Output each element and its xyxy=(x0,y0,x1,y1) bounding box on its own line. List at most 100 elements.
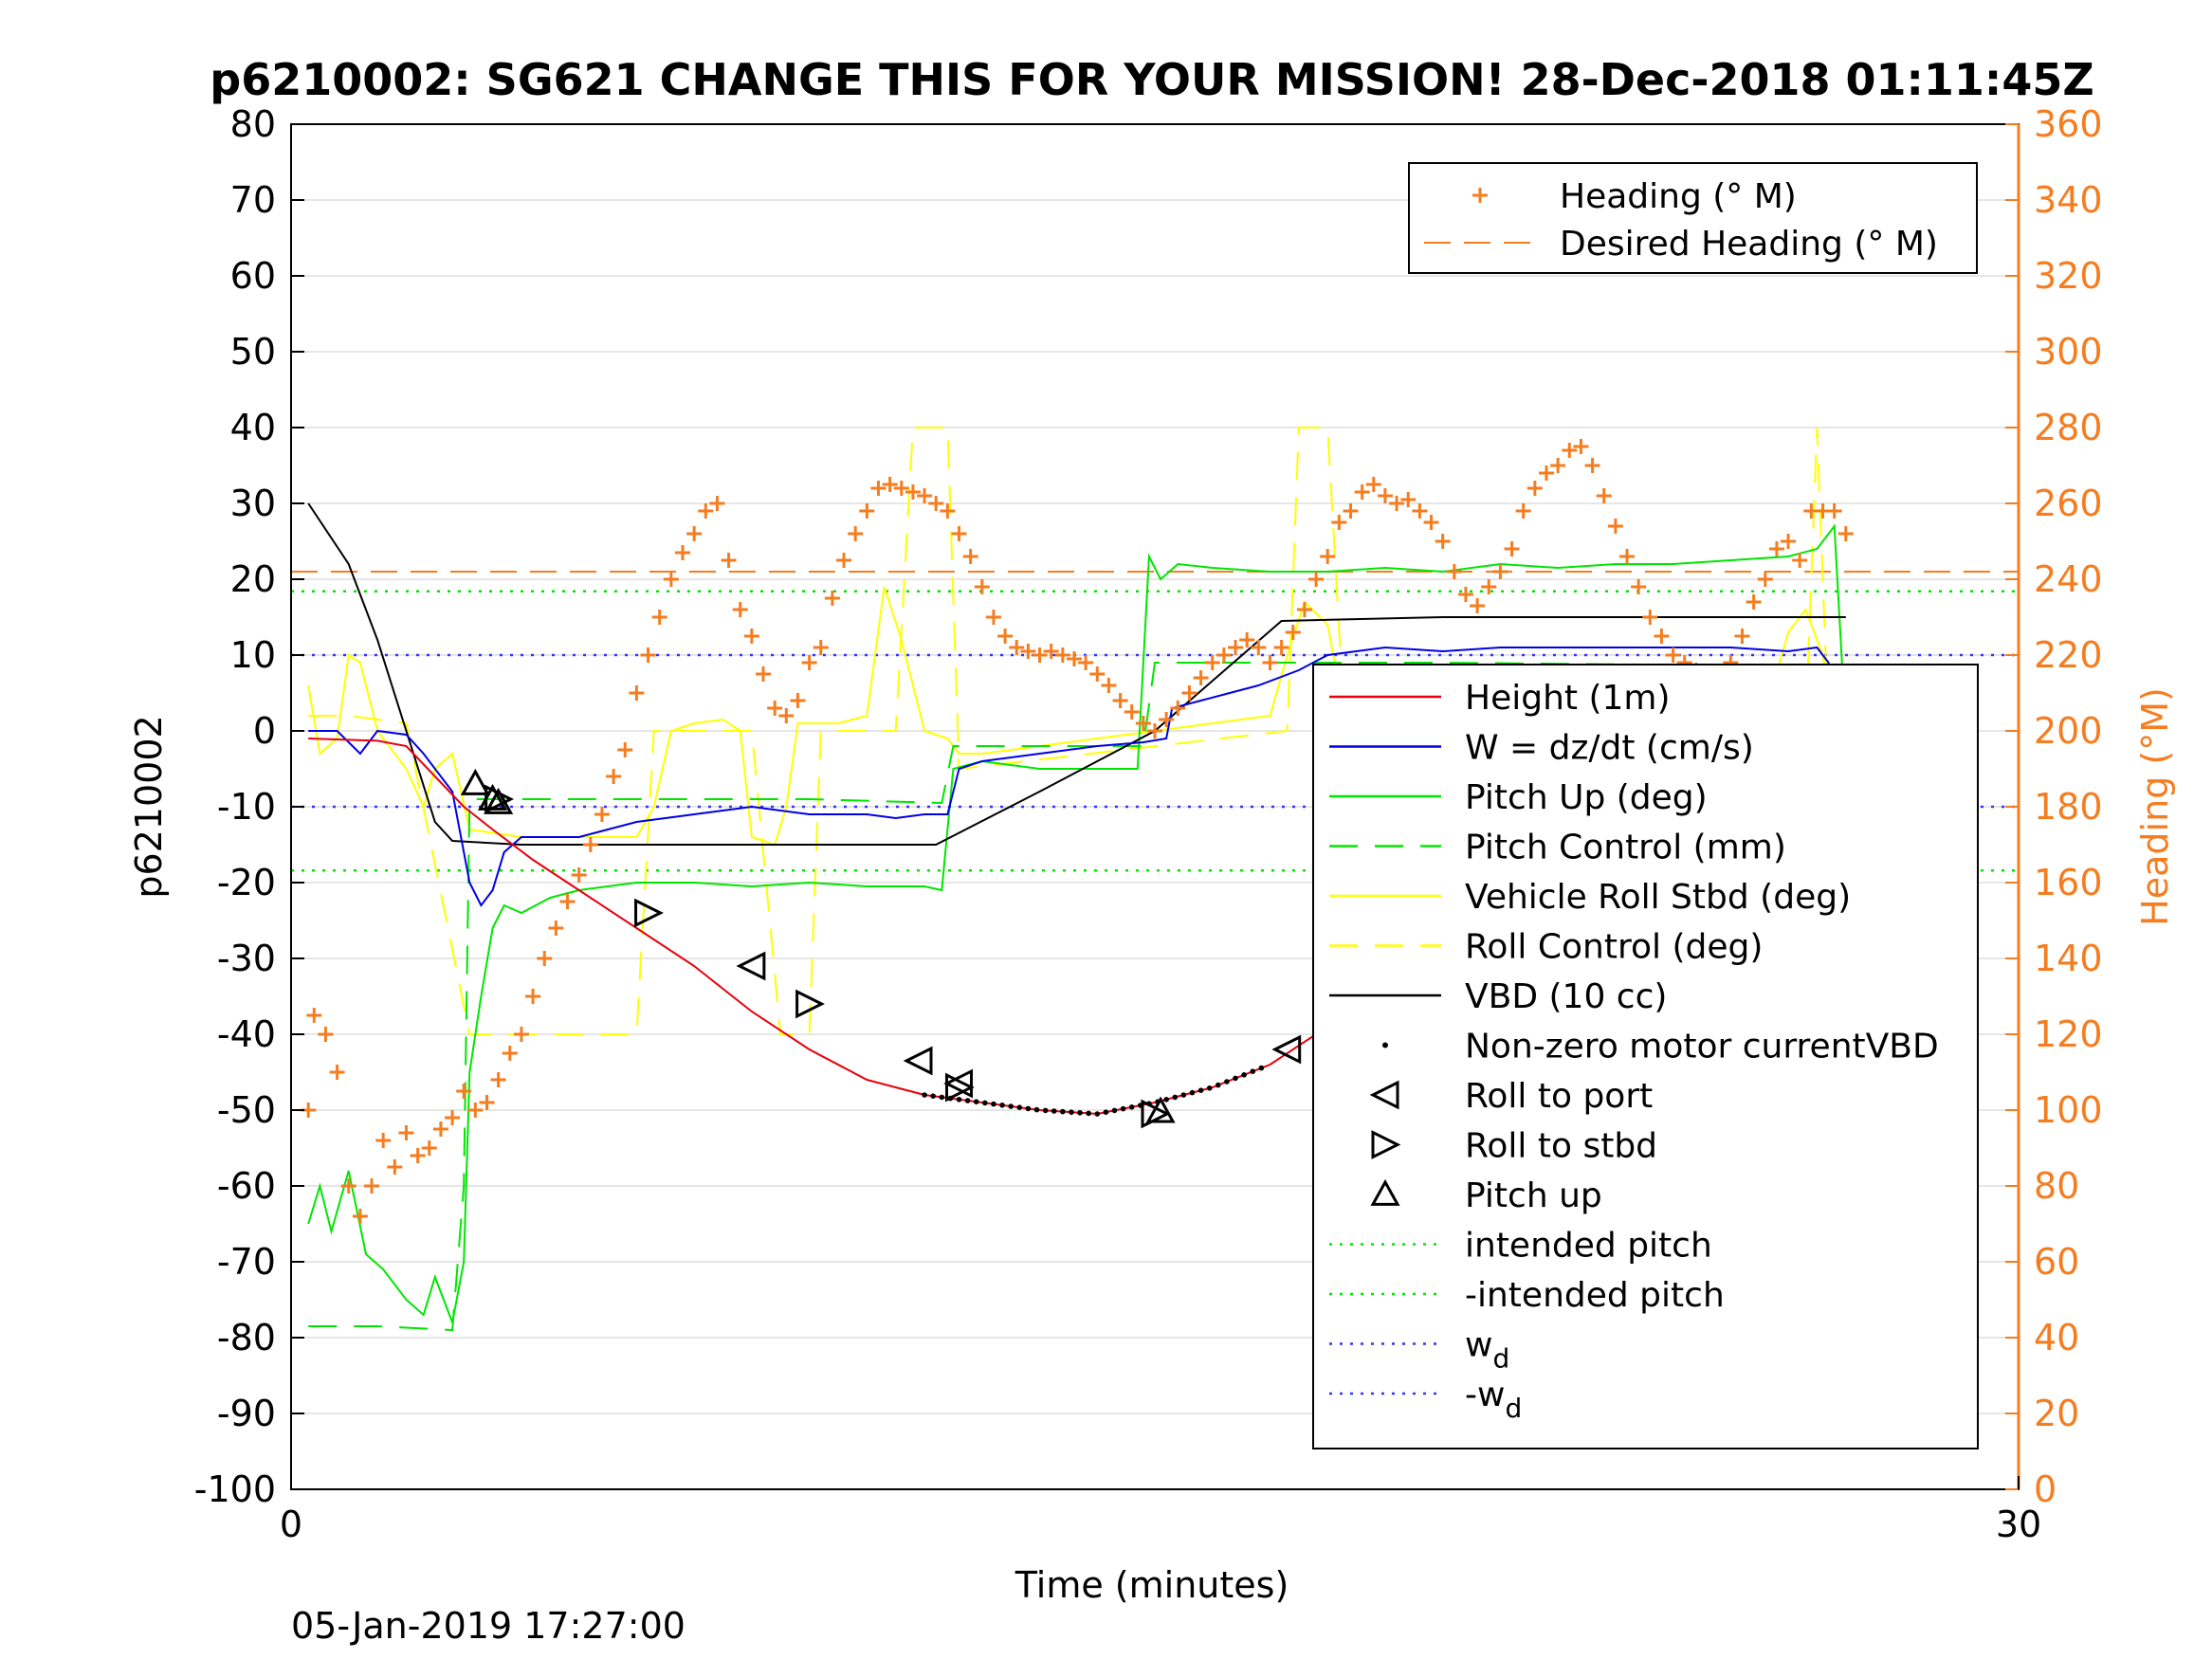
heading-marker xyxy=(1078,655,1094,670)
legend-triangle-swatch xyxy=(1369,1080,1399,1110)
heading-marker xyxy=(962,549,978,564)
heading-marker xyxy=(1389,496,1405,511)
heading-marker xyxy=(432,1121,448,1137)
legend-subscript: d xyxy=(1505,1393,1522,1424)
heading-marker xyxy=(456,1084,472,1099)
heading-marker xyxy=(513,1027,529,1042)
y2-tick-label: 180 xyxy=(2034,786,2103,828)
heading-marker xyxy=(1159,712,1175,727)
heading-marker xyxy=(1009,640,1025,655)
vbd-motor-dot xyxy=(1086,1110,1091,1117)
legend-main: Height (1m) W = dz/dt (cm/s) Pitch Up (deg… xyxy=(1312,664,1979,1449)
heading-marker xyxy=(1837,526,1854,541)
heading-marker xyxy=(1642,610,1658,625)
vbd-motor-dot xyxy=(1224,1079,1230,1085)
heading-marker xyxy=(571,867,587,883)
y-tick-label: -50 xyxy=(217,1089,276,1131)
y2-tick-label: 360 xyxy=(2034,103,2103,145)
heading-marker xyxy=(421,1140,437,1156)
vbd-motor-dot xyxy=(1180,1092,1187,1098)
pitch-up-marker xyxy=(478,783,508,811)
heading-marker xyxy=(582,837,598,852)
heading-marker xyxy=(594,807,610,822)
vbd-motor-dot xyxy=(1128,1104,1135,1110)
roll-to-port-marker xyxy=(943,1068,974,1099)
vbd-motor-dot xyxy=(1120,1105,1126,1112)
heading-marker xyxy=(629,685,645,701)
vbd-motor-dot xyxy=(1016,1104,1023,1110)
y2-tick-label: 120 xyxy=(2034,1013,2103,1055)
legend-subscript: d xyxy=(1492,1343,1509,1375)
heading-marker xyxy=(870,481,887,496)
heading-marker xyxy=(1308,572,1325,587)
y2-tick-label: 260 xyxy=(2034,483,2103,524)
heading-marker xyxy=(1043,644,1059,659)
heading-marker xyxy=(1170,701,1186,716)
roll-to-stbd-marker xyxy=(634,898,664,928)
heading-marker xyxy=(663,572,679,587)
roll-to-port-marker xyxy=(903,1046,933,1076)
y2-tick-label: 20 xyxy=(2034,1393,2079,1434)
y-tick-label: 40 xyxy=(230,407,276,448)
y2-tick-label: 60 xyxy=(2034,1241,2079,1283)
heading-marker xyxy=(848,526,864,541)
vbd-motor-dot xyxy=(964,1098,971,1103)
pitch-up-marker xyxy=(1145,1096,1176,1123)
heading-marker xyxy=(1481,579,1497,594)
legend-top-label: Heading (° M) xyxy=(1560,177,1797,216)
heading-marker xyxy=(732,602,748,617)
legend-main-label: Height (1m) xyxy=(1465,679,1671,718)
heading-marker xyxy=(1228,640,1244,655)
left-axis: 80 70 60 50 40 30 20 10 0 -10 -20 -30 -40 -50 -60 -70 -8… xyxy=(194,103,304,1510)
heading-marker xyxy=(1457,587,1473,602)
y2-tick-label: 160 xyxy=(2034,862,2103,903)
heading-marker xyxy=(1193,670,1209,685)
heading-marker xyxy=(721,553,737,568)
heading-marker xyxy=(1504,541,1520,556)
heading-marker xyxy=(1470,598,1486,613)
legend-main-label: -intended pitch xyxy=(1465,1276,1725,1315)
heading-marker xyxy=(410,1148,426,1163)
legend-main-label: Non-zero motor currentVBD xyxy=(1465,1028,1939,1066)
vbd-motor-dot xyxy=(1163,1097,1169,1103)
y-tick-label: 30 xyxy=(230,483,276,524)
vbd-motor-dot xyxy=(982,1100,988,1106)
legend-main-label: intended pitch xyxy=(1465,1227,1712,1266)
heading-marker xyxy=(1768,541,1784,556)
heading-marker xyxy=(352,1209,368,1224)
heading-marker xyxy=(1239,632,1255,647)
heading-marker xyxy=(1204,655,1220,670)
heading-marker xyxy=(1573,439,1589,454)
heading-marker xyxy=(1262,655,1278,670)
y-tick-label: -10 xyxy=(217,786,276,828)
heading-marker xyxy=(1147,723,1162,738)
heading-marker xyxy=(859,503,875,519)
heading-marker xyxy=(1781,534,1797,549)
vbd-motor-dot xyxy=(1111,1107,1118,1114)
heading-marker xyxy=(1331,515,1347,530)
vbd-motor-dot xyxy=(1033,1106,1040,1113)
heading-marker xyxy=(1435,534,1451,549)
y2-tick-label: 140 xyxy=(2034,938,2103,979)
heading-marker xyxy=(756,666,772,682)
legend-main-label: Vehicle Roll Stbd (deg) xyxy=(1465,878,1851,917)
roll-to-port-marker xyxy=(1271,1034,1302,1065)
heading-marker xyxy=(1089,666,1106,682)
heading-marker xyxy=(1492,564,1508,579)
heading-marker xyxy=(467,1103,484,1118)
heading-marker xyxy=(1365,477,1381,492)
heading-marker xyxy=(1020,644,1036,659)
heading-marker xyxy=(1515,503,1531,519)
heading-marker xyxy=(743,629,759,644)
vbd-motor-dot xyxy=(1206,1085,1213,1091)
vbd-motor-dot xyxy=(1241,1072,1247,1078)
right-axis: 3603403203002802602402202001801601401201… xyxy=(2005,103,2103,1510)
vbd-motor-dot xyxy=(991,1101,996,1107)
heading-marker xyxy=(502,1046,518,1061)
heading-marker xyxy=(1423,515,1439,530)
heading-marker xyxy=(1377,488,1393,503)
heading-marker xyxy=(445,1110,461,1125)
heading-marker xyxy=(318,1027,334,1042)
heading-marker xyxy=(1792,553,1808,568)
heading-marker xyxy=(340,1178,356,1194)
